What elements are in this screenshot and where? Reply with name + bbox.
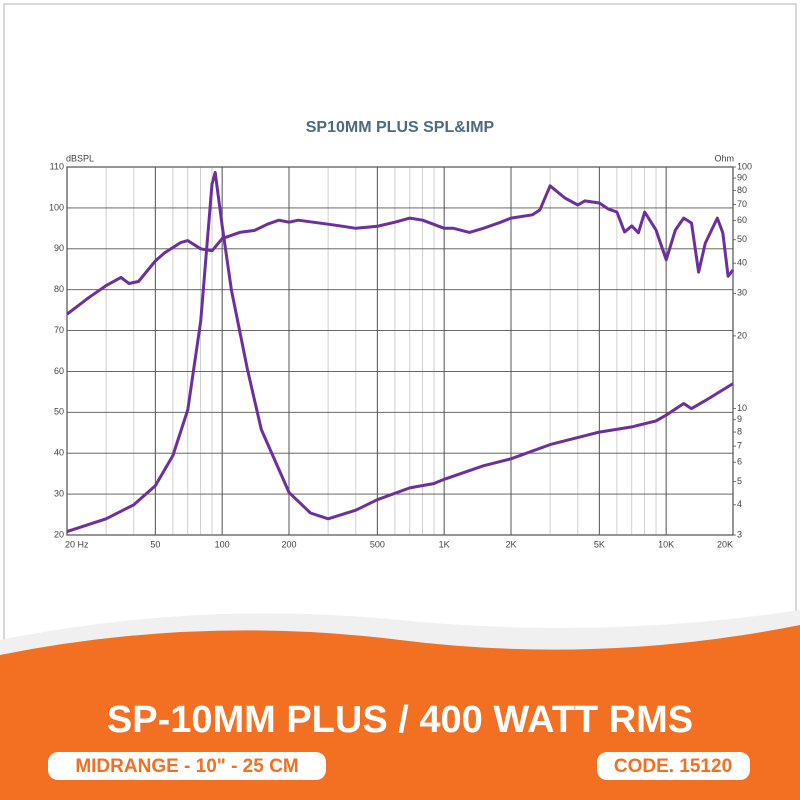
- y2-tick-label: 9: [737, 414, 742, 424]
- code-text: CODE. 15120: [614, 756, 732, 777]
- series-line: [66, 184, 735, 316]
- y-tick-label: 100: [49, 202, 64, 212]
- y-tick-label: 80: [54, 284, 64, 294]
- y2-tick-label: 10: [737, 403, 747, 413]
- x-tick-label: 200: [281, 539, 296, 549]
- y2-tick-label: 50: [737, 234, 747, 244]
- y2-tick-label: 8: [737, 426, 742, 436]
- banner-title: SP-10MM PLUS / 400 WATT RMS: [107, 699, 693, 741]
- y2-tick-label: 4: [737, 499, 742, 509]
- x-tick-label: 50: [150, 539, 160, 549]
- y-tick-label: 90: [54, 243, 64, 253]
- x-tick-label: 10K: [658, 539, 674, 549]
- y-tick-label: 70: [54, 325, 64, 335]
- y-tick-label: 30: [54, 488, 64, 498]
- y-tick-label: 40: [54, 448, 64, 458]
- y2-tick-label: 100: [737, 161, 752, 171]
- y2-tick-label: 40: [737, 258, 747, 268]
- y2-tick-label: 5: [737, 476, 742, 486]
- chart-title: SP10MM PLUS SPL&IMP: [306, 119, 495, 136]
- y2-tick-label: 30: [737, 288, 747, 298]
- code-pill: [597, 752, 750, 780]
- x-tick-label: 5K: [594, 539, 605, 549]
- x-tick-label: 20K: [717, 539, 733, 549]
- y-tick-label: 20: [54, 529, 64, 539]
- y2-tick-label: 70: [737, 199, 747, 209]
- y2-tick-label: 7: [737, 440, 742, 450]
- x-tick-label: 500: [370, 539, 385, 549]
- x-tick-label: 2K: [505, 539, 516, 549]
- x-tick-label: 1K: [439, 539, 450, 549]
- y2-tick-label: 60: [737, 215, 747, 225]
- y2-tick-label: 6: [737, 457, 742, 467]
- series-line: [66, 170, 734, 534]
- y-tick-label: 110: [50, 161, 64, 171]
- y2-axis-label: Ohm: [714, 153, 734, 163]
- x-tick-label: 20 Hz: [65, 539, 89, 549]
- y2-tick-label: 20: [737, 330, 747, 340]
- tag-pill: [48, 752, 326, 780]
- x-tick-label: 100: [215, 539, 230, 549]
- y-tick-label: 60: [54, 366, 64, 376]
- y2-tick-label: 3: [737, 529, 742, 539]
- tag-text: MIDRANGE - 10" - 25 CM: [75, 756, 298, 777]
- y2-tick-label: 80: [737, 185, 747, 195]
- y2-tick-label: 90: [737, 172, 747, 182]
- y-tick-label: 50: [54, 407, 64, 417]
- y-axis-label: dBSPL: [66, 153, 94, 163]
